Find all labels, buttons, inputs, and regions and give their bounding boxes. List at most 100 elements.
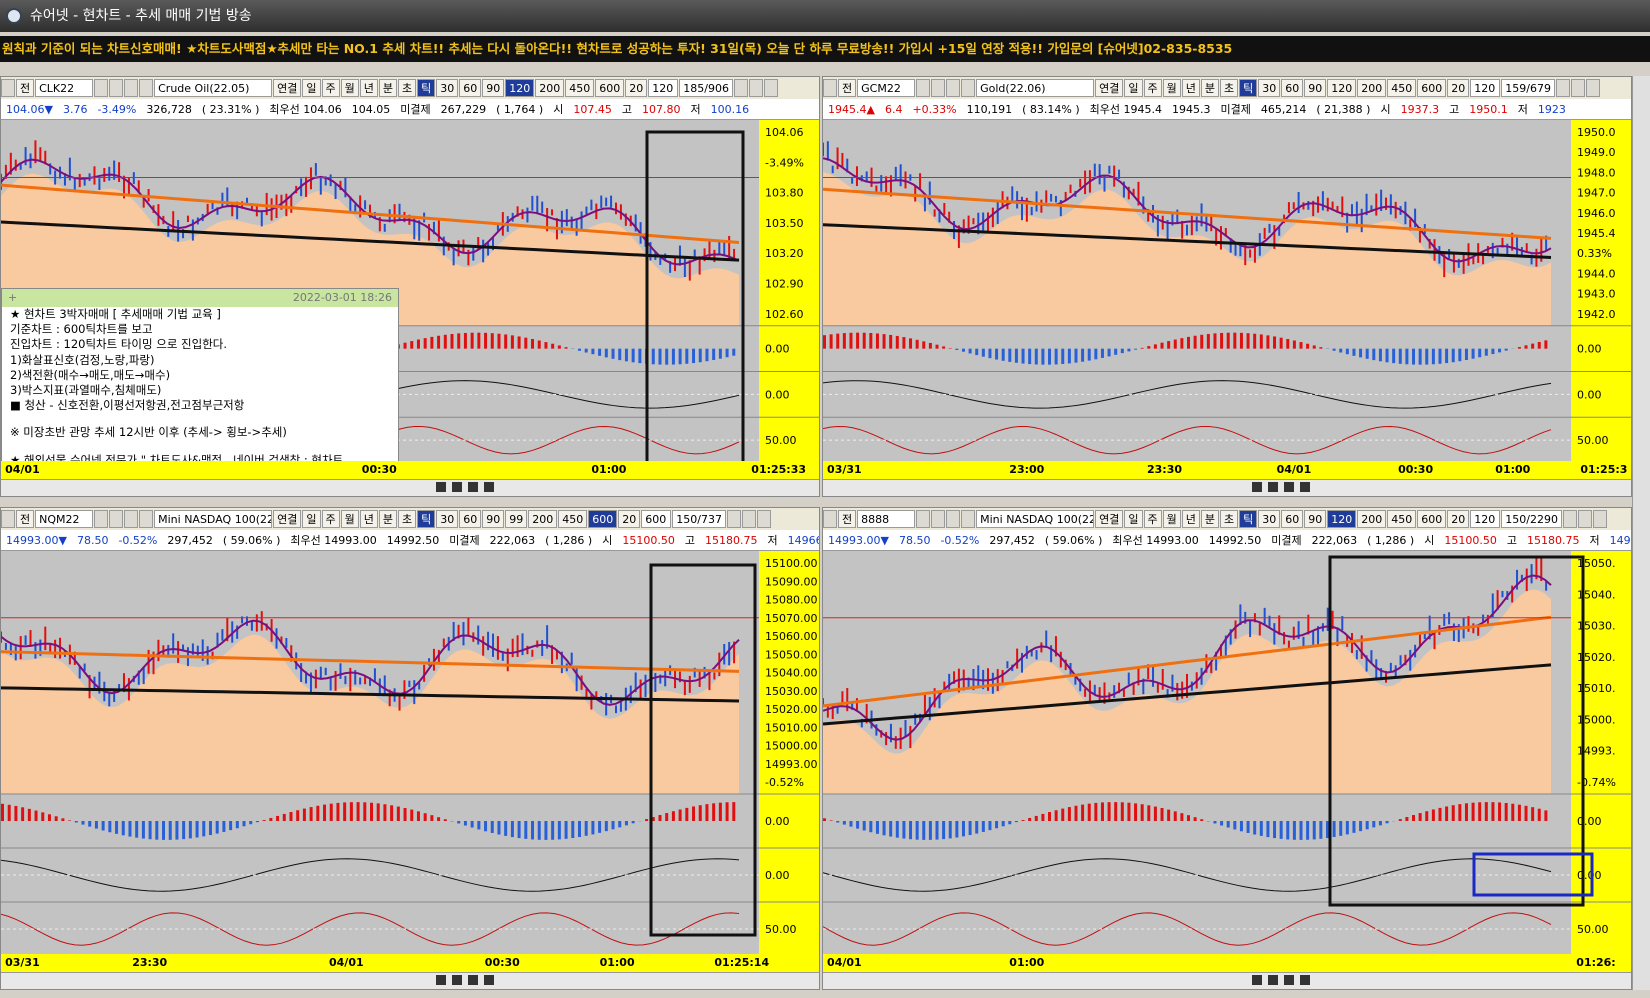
icon-button[interactable] xyxy=(124,79,139,97)
nav-button[interactable] xyxy=(483,975,494,985)
nav-button[interactable] xyxy=(467,975,478,985)
nav-button[interactable] xyxy=(435,975,446,985)
toolbar-button[interactable]: 초 xyxy=(1220,79,1239,97)
toolbar-button[interactable]: 30 xyxy=(1258,510,1281,528)
icon-button[interactable] xyxy=(916,79,931,97)
nav-button[interactable] xyxy=(1300,975,1311,985)
icon-button[interactable] xyxy=(756,510,771,528)
icon-button[interactable] xyxy=(726,510,741,528)
toolbar-button[interactable]: 전 xyxy=(16,79,35,97)
toolbar-button[interactable]: 30 xyxy=(436,79,459,97)
symbol-code[interactable]: NQM22 xyxy=(35,510,94,528)
toolbar-button[interactable]: 450 xyxy=(558,510,588,528)
toolbar-button[interactable]: 600 xyxy=(595,79,625,97)
symbol-name[interactable]: Gold(22.06) xyxy=(976,79,1095,97)
toolbar-button[interactable]: 연결 xyxy=(273,510,302,528)
icon-button[interactable] xyxy=(946,510,961,528)
icon-button[interactable] xyxy=(124,510,139,528)
nav-button[interactable] xyxy=(467,482,478,492)
icon-button[interactable] xyxy=(1562,510,1577,528)
toolbar-button[interactable]: 일 xyxy=(302,510,321,528)
toolbar-button[interactable]: 450 xyxy=(1387,510,1417,528)
toolbar-button[interactable]: 틱 xyxy=(1239,79,1258,97)
icon-button[interactable] xyxy=(94,79,109,97)
toolbar-button[interactable]: 60 xyxy=(1281,510,1304,528)
nav-button[interactable] xyxy=(1284,482,1295,492)
icon-button[interactable] xyxy=(139,79,154,97)
icon-button[interactable] xyxy=(931,79,946,97)
toolbar-button[interactable]: 년 xyxy=(359,510,378,528)
icon-button[interactable] xyxy=(1592,510,1607,528)
toolbar-button[interactable]: 주 xyxy=(321,79,340,97)
icon-button[interactable] xyxy=(109,79,124,97)
icon-button[interactable] xyxy=(763,79,778,97)
memo-add[interactable]: + xyxy=(8,291,18,304)
toolbar-button[interactable]: 연결 xyxy=(273,79,302,97)
icon-button[interactable] xyxy=(1,510,15,528)
toolbar-button[interactable]: 초 xyxy=(1220,510,1239,528)
icon-button[interactable] xyxy=(961,79,976,97)
toolbar-button[interactable]: 년 xyxy=(1181,510,1200,528)
icon-button[interactable] xyxy=(916,510,931,528)
icon-button[interactable] xyxy=(1577,510,1592,528)
toolbar-button[interactable]: 20 xyxy=(1447,510,1470,528)
toolbar-button[interactable]: 월 xyxy=(340,79,359,97)
toolbar-button[interactable]: 20 xyxy=(625,79,648,97)
toolbar-button[interactable]: 60 xyxy=(1281,79,1304,97)
toolbar-button[interactable]: 450 xyxy=(1387,79,1417,97)
toolbar-button[interactable]: 분 xyxy=(378,510,397,528)
symbol-name[interactable]: Mini NASDAQ 100(22.0 xyxy=(976,510,1095,528)
toolbar-button[interactable]: 120 xyxy=(1327,79,1357,97)
nav-button[interactable] xyxy=(1252,482,1263,492)
nav-button[interactable] xyxy=(1268,975,1279,985)
toolbar-button[interactable]: 60 xyxy=(459,79,482,97)
toolbar-button[interactable]: 200 xyxy=(535,79,565,97)
nav-button[interactable] xyxy=(451,482,462,492)
toolbar-button[interactable]: 일 xyxy=(1124,79,1143,97)
toolbar-button[interactable]: 200 xyxy=(528,510,558,528)
toolbar-button[interactable]: 월 xyxy=(1162,510,1181,528)
icon-button[interactable] xyxy=(823,79,837,97)
toolbar-button[interactable]: 90 xyxy=(1304,79,1327,97)
toolbar-button[interactable]: 주 xyxy=(1143,510,1162,528)
toolbar-button[interactable]: 틱 xyxy=(1239,510,1258,528)
icon-button[interactable] xyxy=(961,510,976,528)
toolbar-button[interactable]: 주 xyxy=(321,510,340,528)
nav-button[interactable] xyxy=(451,975,462,985)
icon-button[interactable] xyxy=(1555,79,1570,97)
icon-button[interactable] xyxy=(823,510,837,528)
toolbar-button[interactable]: 초 xyxy=(398,510,417,528)
symbol-code[interactable]: CLK22 xyxy=(35,79,94,97)
toolbar-button[interactable]: 분 xyxy=(1200,510,1219,528)
scrollbar[interactable] xyxy=(1,972,819,989)
toolbar-button[interactable]: 200 xyxy=(1357,510,1387,528)
toolbar-button[interactable]: 600 xyxy=(1417,79,1447,97)
toolbar-button[interactable]: 600 xyxy=(1417,510,1447,528)
icon-button[interactable] xyxy=(748,79,763,97)
toolbar-button[interactable]: 전 xyxy=(838,79,857,97)
toolbar-button[interactable]: 20 xyxy=(1447,79,1470,97)
icon-button[interactable] xyxy=(1570,79,1585,97)
toolbar-button[interactable]: 60 xyxy=(459,510,482,528)
toolbar-button[interactable]: 틱 xyxy=(417,510,436,528)
scrollbar[interactable] xyxy=(1,479,819,496)
toolbar-button[interactable]: 년 xyxy=(1181,79,1200,97)
icon-button[interactable] xyxy=(1,79,15,97)
toolbar-button[interactable]: 일 xyxy=(302,79,321,97)
scrollbar[interactable] xyxy=(823,479,1631,496)
nav-button[interactable] xyxy=(1300,482,1311,492)
nav-button[interactable] xyxy=(1252,975,1263,985)
toolbar-button[interactable]: 99 xyxy=(505,510,528,528)
icon-button[interactable] xyxy=(931,510,946,528)
toolbar-button[interactable]: 월 xyxy=(340,510,359,528)
symbol-name[interactable]: Mini NASDAQ 100(22.0 xyxy=(154,510,273,528)
toolbar-button[interactable]: 90 xyxy=(482,79,505,97)
icon-button[interactable] xyxy=(1585,79,1600,97)
toolbar-button[interactable]: 월 xyxy=(1162,79,1181,97)
nav-button[interactable] xyxy=(483,482,494,492)
toolbar-button[interactable]: 200 xyxy=(1357,79,1387,97)
toolbar-button[interactable]: 년 xyxy=(359,79,378,97)
toolbar-button[interactable]: 20 xyxy=(618,510,641,528)
symbol-code[interactable]: GCM22 xyxy=(857,79,916,97)
toolbar-button[interactable]: 120 xyxy=(505,79,535,97)
